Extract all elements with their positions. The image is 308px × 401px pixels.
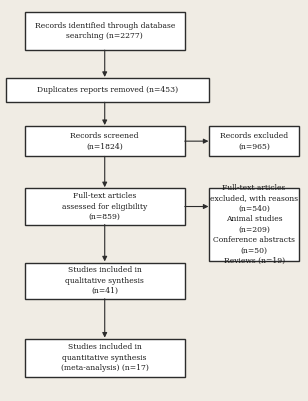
Text: Full-text articles
assessed for eligibility
(n=859): Full-text articles assessed for eligibil…: [62, 192, 147, 221]
Text: Records excluded
(n=965): Records excluded (n=965): [220, 132, 288, 150]
FancyBboxPatch shape: [25, 126, 185, 156]
FancyBboxPatch shape: [25, 188, 185, 225]
Text: Records identified through database
searching (n=2277): Records identified through database sear…: [34, 22, 175, 40]
Text: Records screened
(n=1824): Records screened (n=1824): [71, 132, 139, 150]
Text: Studies included in
quantitative synthesis
(meta-analysis) (n=17): Studies included in quantitative synthes…: [61, 344, 149, 372]
FancyBboxPatch shape: [25, 339, 185, 377]
FancyBboxPatch shape: [6, 78, 209, 102]
FancyBboxPatch shape: [209, 188, 299, 261]
FancyBboxPatch shape: [25, 263, 185, 299]
FancyBboxPatch shape: [209, 126, 299, 156]
FancyBboxPatch shape: [25, 12, 185, 50]
Text: Full-text articles
excluded, with reasons
(n=540)
Animal studies
(n=209)
Confere: Full-text articles excluded, with reason…: [210, 184, 298, 265]
Text: Studies included in
qualitative synthesis
(n=41): Studies included in qualitative synthesi…: [65, 266, 144, 295]
Text: Duplicates reports removed (n=453): Duplicates reports removed (n=453): [37, 86, 178, 94]
